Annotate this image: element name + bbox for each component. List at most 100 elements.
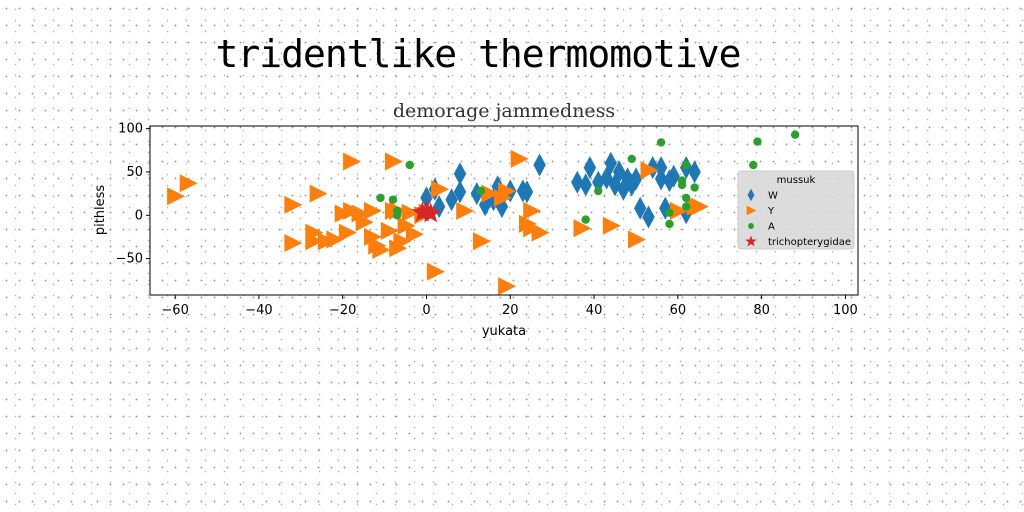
x-tick-label-5: 40 <box>586 303 603 318</box>
point-Y-44 <box>602 216 621 235</box>
legend-label-W: W <box>768 191 778 202</box>
point-Y-10 <box>338 223 357 242</box>
point-W-28 <box>642 205 655 229</box>
legend-box <box>737 170 855 250</box>
point-trichopterygidae-1 <box>416 199 437 220</box>
point-Y-3 <box>284 234 303 252</box>
legend-marker-A <box>748 223 754 229</box>
point-W-3 <box>445 188 458 212</box>
point-W-32 <box>659 196 672 220</box>
point-Y-47 <box>669 201 688 220</box>
point-A-10 <box>665 208 674 217</box>
point-A-18 <box>749 160 758 170</box>
x-tick-label-8: 100 <box>833 303 858 318</box>
point-W-14 <box>533 153 546 177</box>
point-Y-30 <box>426 262 445 281</box>
x-tick-label-7: 80 <box>753 303 770 318</box>
legend-marker-trichopterygidae <box>745 235 757 247</box>
point-Y-18 <box>372 240 391 259</box>
x-tick-label-6: 60 <box>670 303 687 318</box>
point-W-22 <box>613 160 626 184</box>
point-W-15 <box>571 170 584 194</box>
point-W-36 <box>680 201 693 225</box>
y-axis-label: pithless <box>93 185 108 236</box>
point-A-17 <box>690 183 699 192</box>
point-Y-26 <box>401 203 420 222</box>
point-W-25 <box>625 173 638 197</box>
chart-title: demorage jammedness <box>393 100 615 122</box>
point-A-20 <box>790 130 800 139</box>
point-Y-16 <box>364 201 382 220</box>
point-Y-0 <box>167 187 186 206</box>
point-W-5 <box>453 162 467 186</box>
point-W-17 <box>583 156 597 180</box>
y-tick-label-3: 100 <box>118 122 143 137</box>
point-Y-32 <box>456 201 475 220</box>
point-W-4 <box>453 180 467 204</box>
point-Y-45 <box>628 230 646 249</box>
point-A-13 <box>677 180 687 190</box>
plot-frame <box>149 125 859 296</box>
legend-label-trichopterygidae: trichopterygidae <box>768 237 851 248</box>
point-W-19 <box>600 166 613 190</box>
point-A-4 <box>405 160 414 170</box>
point-Y-12 <box>343 152 362 171</box>
x-tick-label-4: 20 <box>502 303 519 318</box>
x-tick-label-3: 0 <box>422 303 430 318</box>
point-Y-37 <box>498 277 517 296</box>
point-W-37 <box>688 160 701 184</box>
point-Y-27 <box>405 225 424 244</box>
point-W-0 <box>420 186 433 210</box>
point-A-14 <box>682 160 691 170</box>
point-W-18 <box>592 170 605 194</box>
points-layer <box>167 130 800 296</box>
point-W-20 <box>604 151 617 175</box>
point-A-0 <box>376 193 385 203</box>
point-A-9 <box>656 138 666 147</box>
point-Y-34 <box>481 184 500 203</box>
figure-suptitle: tridentlike thermomotive <box>215 32 741 76</box>
point-Y-31 <box>431 180 450 199</box>
point-Y-2 <box>284 195 303 214</box>
point-Y-5 <box>305 232 324 251</box>
point-Y-8 <box>326 230 345 249</box>
y-tick-label-1: 0 <box>135 208 143 223</box>
point-Y-6 <box>309 184 328 203</box>
point-Y-24 <box>393 232 412 251</box>
point-A-16 <box>682 193 691 203</box>
x-tick-label-0: −60 <box>161 303 188 318</box>
point-Y-20 <box>385 152 403 171</box>
x-axis-label: yukata <box>482 324 526 339</box>
point-A-8 <box>627 154 636 164</box>
point-Y-49 <box>690 197 709 216</box>
point-W-13 <box>520 180 534 204</box>
point-A-7 <box>594 186 603 196</box>
point-Y-1 <box>179 174 198 193</box>
y-tick-label-0: −50 <box>116 252 143 267</box>
point-Y-19 <box>380 221 399 240</box>
legend-title: mussuk <box>777 175 816 186</box>
point-A-5 <box>476 186 486 196</box>
point-A-6 <box>581 215 590 224</box>
legend-marker-Y <box>746 205 757 216</box>
point-W-27 <box>634 196 647 220</box>
point-W-26 <box>629 167 643 191</box>
point-Y-36 <box>498 182 517 200</box>
point-A-11 <box>665 219 674 229</box>
legend-label-A: A <box>768 222 775 233</box>
legend-marker-W <box>747 188 755 202</box>
point-Y-41 <box>523 201 542 220</box>
point-Y-43 <box>573 219 592 238</box>
point-Y-46 <box>640 161 659 180</box>
point-W-16 <box>579 173 592 197</box>
point-A-1 <box>388 195 398 204</box>
point-Y-42 <box>531 223 550 242</box>
point-W-34 <box>667 164 680 188</box>
point-Y-33 <box>473 232 491 251</box>
point-trichopterygidae-2 <box>420 202 442 223</box>
point-W-24 <box>621 167 634 191</box>
x-tick-label-1: −40 <box>245 303 272 318</box>
point-A-3 <box>392 206 402 216</box>
